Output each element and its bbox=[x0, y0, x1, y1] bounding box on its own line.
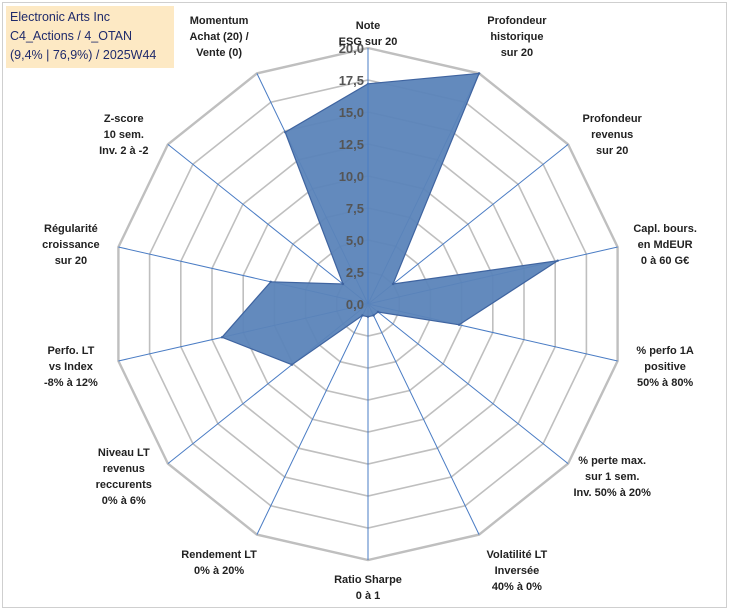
axis-label-line: Niveau LT bbox=[98, 447, 150, 459]
chart-title-category: C4_Actions / 4_OTAN bbox=[10, 29, 133, 43]
axis-label-line: Inv. 50% à 20% bbox=[573, 487, 651, 499]
axis-label: Z-score 10 sem. Inv. 2 à -2 bbox=[99, 113, 148, 157]
data-point bbox=[556, 259, 559, 262]
axis-label-line: -8% à 12% bbox=[44, 377, 98, 389]
data-point bbox=[366, 315, 370, 318]
axis-label: Momentum Achat (20) / Vente (0) bbox=[189, 15, 248, 59]
axis-label-line: reccurents bbox=[96, 479, 152, 491]
axis-label-line: 0 à 60 G€ bbox=[641, 255, 689, 267]
axis-label: Ratio Sharpe 0 à 1 bbox=[334, 574, 402, 602]
axis-label: Niveau LT revenus reccurents 0% à 6% bbox=[96, 447, 152, 507]
data-point bbox=[341, 282, 345, 286]
chart-title-company: Electronic Arts Inc bbox=[10, 10, 111, 24]
chart-title-stats: (9,4% | 76,9%) / 2025W44 bbox=[10, 48, 157, 62]
data-point bbox=[457, 323, 461, 326]
tick-label: 15,0 bbox=[339, 105, 364, 120]
axis-label-line: ESG sur 20 bbox=[339, 36, 398, 48]
axis-label: Régularité croissance sur 20 bbox=[42, 223, 99, 267]
chart-title-box: Electronic Arts Inc C4_Actions / 4_OTAN … bbox=[6, 6, 174, 68]
tick-label: 12,5 bbox=[339, 137, 364, 152]
axis-label-line: sur 20 bbox=[596, 145, 628, 157]
axis-label-line: Momentum bbox=[190, 15, 249, 27]
data-point bbox=[220, 336, 224, 339]
axis-label: % perte max. sur 1 sem. Inv. 50% à 20% bbox=[573, 455, 651, 499]
axis-label-line: Inv. 2 à -2 bbox=[99, 145, 148, 157]
axis-label-line: positive bbox=[644, 361, 686, 373]
axis-spoke bbox=[367, 303, 480, 535]
axis-label-line: 0 à 1 bbox=[356, 590, 380, 602]
axis-label-line: historique bbox=[490, 31, 543, 43]
axis-label-line: Profondeur bbox=[487, 15, 547, 27]
axis-label: Perfo. LT vs Index -8% à 12% bbox=[44, 345, 98, 389]
axis-label-line: sur 1 sem. bbox=[585, 471, 639, 483]
tick-label: 0,0 bbox=[346, 297, 364, 312]
axis-label-line: Vente (0) bbox=[196, 47, 242, 59]
axis-label: Profondeur revenus sur 20 bbox=[583, 113, 643, 157]
axis-label-line: Inversée bbox=[495, 565, 540, 577]
tick-label: 10,0 bbox=[339, 169, 364, 184]
axis-label-line: revenus bbox=[103, 463, 145, 475]
tick-label: 20,0 bbox=[339, 41, 364, 56]
axis-label-line: Régularité bbox=[44, 223, 98, 235]
axis-label-line: revenus bbox=[591, 129, 633, 141]
tick-label: 17,5 bbox=[339, 73, 364, 88]
axis-label: Volatilité LT Inversée 40% à 0% bbox=[487, 549, 548, 593]
axis-label: Note ESG sur 20 bbox=[339, 20, 398, 48]
data-point bbox=[477, 72, 481, 75]
axis-label-line: % perte max. bbox=[578, 455, 646, 467]
axis-label-line: vs Index bbox=[49, 361, 94, 373]
axis-label-line: Rendement LT bbox=[181, 549, 257, 561]
axis-label-line: en MdEUR bbox=[638, 239, 693, 251]
data-point bbox=[361, 314, 364, 317]
axis-label-line: 0% à 20% bbox=[194, 565, 244, 577]
tick-label: 5,0 bbox=[346, 233, 364, 248]
axis-label-line: Profondeur bbox=[583, 113, 643, 125]
axis-label-line: sur 20 bbox=[55, 255, 87, 267]
axis-spoke bbox=[167, 144, 369, 305]
axis-label-line: Z-score bbox=[104, 113, 144, 125]
axis-label: Profondeur historique sur 20 bbox=[487, 15, 547, 59]
axis-label: Capl. bours. en MdEUR 0 à 60 G€ bbox=[633, 223, 697, 267]
axis-label-line: Capl. bours. bbox=[633, 223, 697, 235]
axis-label: % perfo 1A positive 50% à 80% bbox=[636, 345, 694, 389]
axis-label-line: Achat (20) / bbox=[189, 31, 248, 43]
axis-spoke bbox=[256, 303, 369, 535]
tick-label: 2,5 bbox=[346, 265, 364, 280]
axis-spoke bbox=[367, 303, 569, 464]
axis-label-line: Volatilité LT bbox=[487, 549, 548, 561]
axis-label-line: % perfo 1A bbox=[636, 345, 694, 357]
tick-label: 7,5 bbox=[346, 201, 364, 216]
axis-label-line: Ratio Sharpe bbox=[334, 574, 402, 586]
axis-label-line: Note bbox=[356, 20, 380, 32]
axis-label-line: croissance bbox=[42, 239, 99, 251]
axis-spoke bbox=[367, 144, 569, 305]
axis-label-line: 50% à 80% bbox=[637, 377, 693, 389]
axis-label-line: Perfo. LT bbox=[47, 345, 94, 357]
data-point bbox=[372, 314, 375, 317]
data-point bbox=[284, 131, 287, 134]
axis-label: Rendement LT 0% à 20% bbox=[181, 549, 257, 577]
axis-label-line: 0% à 6% bbox=[102, 495, 146, 507]
data-point bbox=[269, 280, 272, 283]
data-point bbox=[376, 310, 380, 314]
axis-label-line: 40% à 0% bbox=[492, 581, 542, 593]
axis-label-line: sur 20 bbox=[501, 47, 533, 59]
data-point bbox=[391, 282, 395, 286]
data-point bbox=[290, 363, 294, 366]
axis-label-line: 10 sem. bbox=[104, 129, 144, 141]
